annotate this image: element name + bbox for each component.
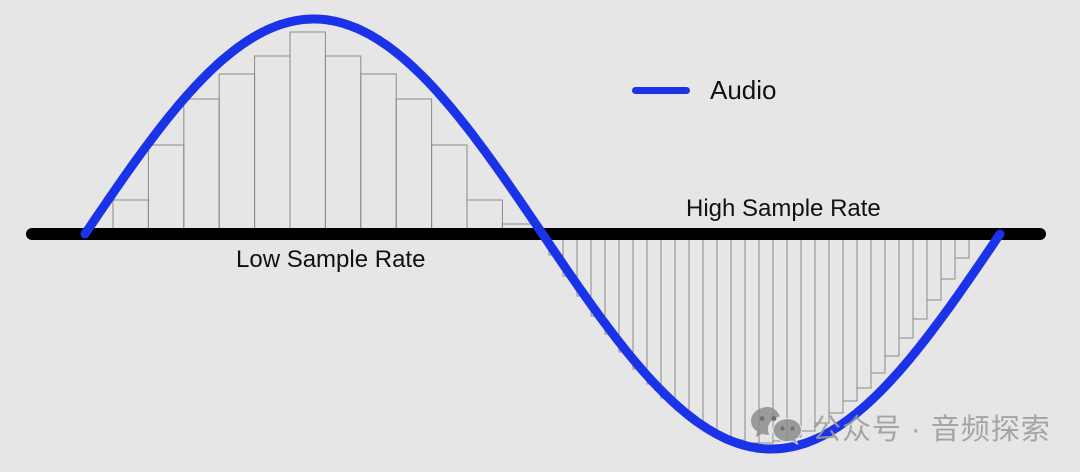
legend-label: Audio bbox=[710, 75, 777, 105]
wechat-big-bubble bbox=[751, 407, 780, 438]
high-rate-sample-bar bbox=[716, 233, 732, 437]
high-rate-sample-bar bbox=[618, 233, 634, 353]
low-rate-sample-bar bbox=[289, 31, 326, 235]
high-rate-sample-bar bbox=[856, 233, 872, 389]
high-rate-sample-bar bbox=[674, 233, 690, 411]
wechat-small-bubble bbox=[772, 417, 803, 446]
high-rate-sample-bar bbox=[646, 233, 662, 385]
wechat-icon bbox=[751, 407, 803, 446]
high-rate-sample-bar bbox=[898, 233, 914, 339]
wechat-big-bubble-left-eye bbox=[759, 416, 765, 421]
watermark-text: 公众号 · 音频探索 bbox=[812, 414, 1051, 446]
high-rate-sample-bar bbox=[730, 233, 746, 441]
high-rate-sample-bar bbox=[800, 233, 816, 432]
audio-wave-legend-swatch bbox=[632, 86, 690, 94]
wechat-small-bubble-left-eye bbox=[780, 426, 785, 431]
high-rate-sample-bar bbox=[926, 233, 942, 301]
low-rate-sample-bar bbox=[183, 98, 220, 235]
low-rate-sample-bar bbox=[395, 98, 433, 235]
high-rate-sample-bar bbox=[828, 233, 844, 414]
label-low-sample-rate: Low Sample Rate bbox=[236, 246, 426, 273]
wechat-big-bubble-right-eye bbox=[771, 416, 777, 421]
high-rate-sample-bar bbox=[870, 233, 886, 374]
wechat-small-bubble-right-eye bbox=[790, 426, 795, 431]
low-rate-sample-bar bbox=[360, 73, 397, 235]
low-rate-sample-bar bbox=[324, 55, 362, 235]
high-rate-sample-bar bbox=[660, 233, 676, 399]
high-rate-sample-bar bbox=[702, 233, 718, 430]
low-rate-sample-bar bbox=[147, 144, 185, 235]
low-rate-sample-bar bbox=[218, 73, 256, 235]
high-rate-sample-bar bbox=[912, 233, 928, 320]
high-rate-sample-bar bbox=[940, 233, 956, 280]
low-rate-sample-bar bbox=[254, 55, 291, 235]
high-rate-sample-bar bbox=[814, 233, 830, 424]
audio-wave bbox=[80, 14, 1005, 454]
high-rate-sample-bar bbox=[688, 233, 704, 422]
legend: Audio bbox=[632, 74, 777, 106]
label-high-sample-rate: High Sample Rate bbox=[686, 195, 881, 222]
high-rate-sample-bar bbox=[884, 233, 900, 357]
high-rate-sample-bar bbox=[842, 233, 858, 402]
high-rate-sample-bar bbox=[632, 233, 648, 370]
low-rate-sample-bar bbox=[431, 144, 468, 235]
watermark: 公众号 · 音频探索 bbox=[748, 403, 1051, 451]
